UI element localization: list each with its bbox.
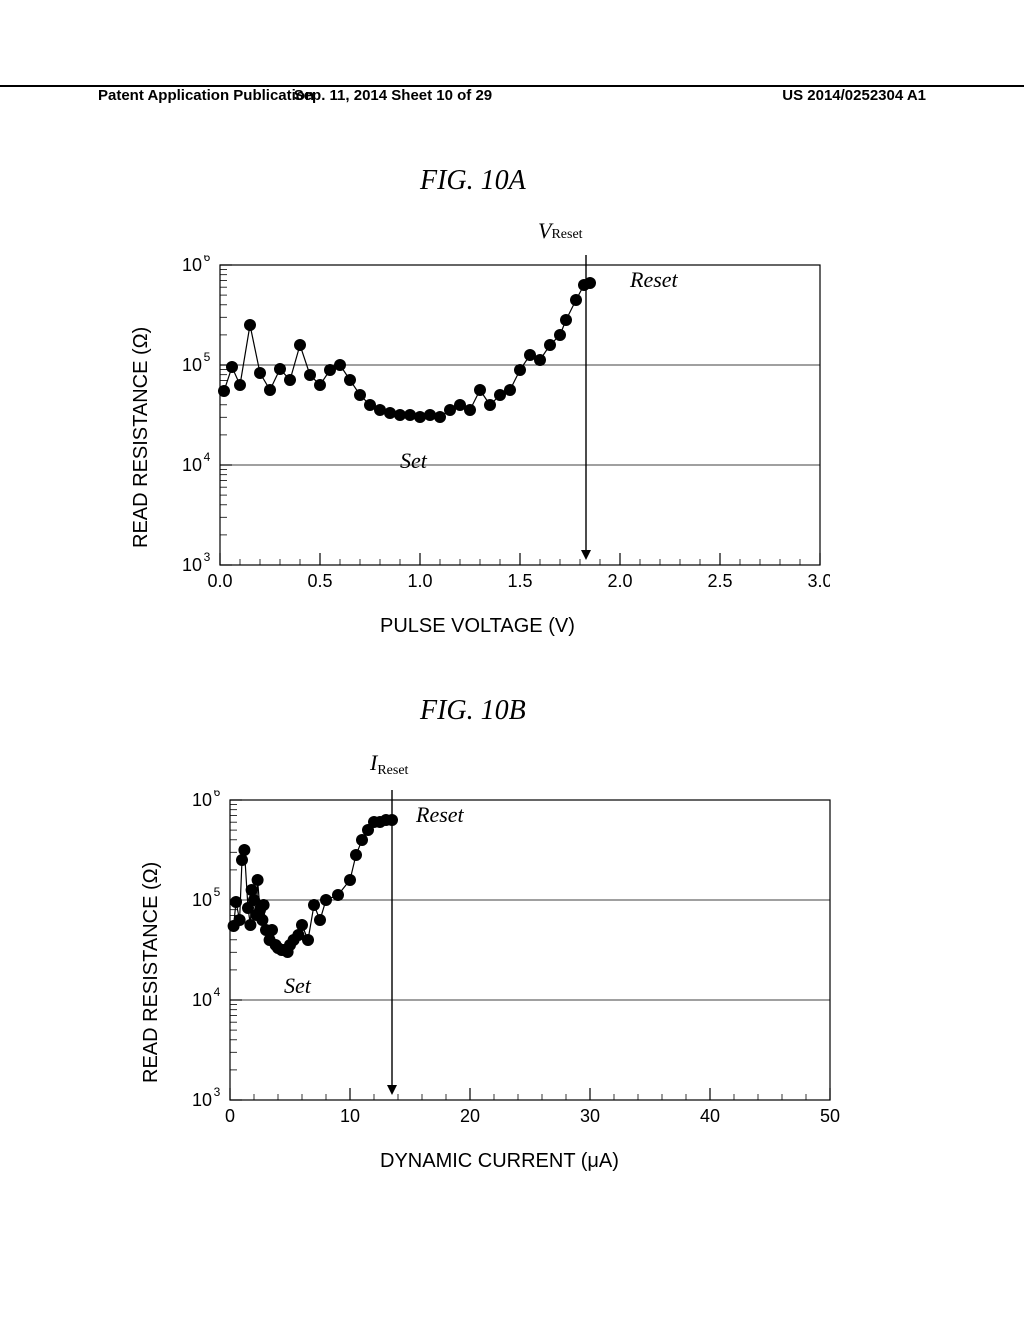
fig-b-title: FIG. 10B <box>420 695 526 727</box>
svg-text:50: 50 <box>820 1106 840 1126</box>
page-header: Patent Application Publication Sep. 11, … <box>0 85 1024 109</box>
chart-a: SetReset0.00.51.01.52.02.53.010310410510… <box>170 255 830 595</box>
chart-b-ylabel: READ RESISTANCE (Ω) <box>140 862 163 1083</box>
svg-text:40: 40 <box>700 1106 720 1126</box>
svg-text:5: 5 <box>204 350 211 364</box>
svg-text:6: 6 <box>204 255 211 264</box>
vreset-annotation: VReset <box>538 218 583 244</box>
ireset-sub: Reset <box>377 763 408 778</box>
svg-text:10: 10 <box>340 1106 360 1126</box>
svg-text:20: 20 <box>460 1106 480 1126</box>
header-right: US 2014/0252304 A1 <box>782 87 926 104</box>
svg-text:1.5: 1.5 <box>507 571 532 591</box>
svg-text:30: 30 <box>580 1106 600 1126</box>
svg-text:Set: Set <box>400 448 428 473</box>
svg-text:4: 4 <box>214 985 221 999</box>
svg-text:Reset: Reset <box>415 802 465 827</box>
svg-text:6: 6 <box>214 790 221 799</box>
vreset-sub: Reset <box>551 227 582 242</box>
svg-text:10: 10 <box>182 555 202 575</box>
svg-text:10: 10 <box>182 455 202 475</box>
chart-a-ylabel: READ RESISTANCE (Ω) <box>130 327 153 548</box>
ireset-annotation: IReset <box>370 750 408 776</box>
svg-text:2.5: 2.5 <box>707 571 732 591</box>
svg-text:10: 10 <box>182 255 202 275</box>
svg-text:Reset: Reset <box>629 267 679 292</box>
svg-text:10: 10 <box>192 1090 212 1110</box>
svg-text:0: 0 <box>225 1106 235 1126</box>
svg-text:10: 10 <box>192 790 212 810</box>
svg-text:10: 10 <box>192 890 212 910</box>
chart-b: SetReset01020304050103104105106 <box>180 790 830 1130</box>
svg-text:Set: Set <box>284 973 312 998</box>
svg-text:3.0: 3.0 <box>807 571 830 591</box>
chart-b-xlabel: DYNAMIC CURRENT (μA) <box>380 1150 619 1173</box>
svg-text:2.0: 2.0 <box>607 571 632 591</box>
header-left: Patent Application Publication <box>98 87 314 104</box>
svg-text:0.0: 0.0 <box>207 571 232 591</box>
header-center: Sep. 11, 2014 Sheet 10 of 29 <box>294 87 492 104</box>
svg-text:3: 3 <box>204 550 211 564</box>
fig-a-title: FIG. 10A <box>420 165 526 197</box>
svg-text:10: 10 <box>192 990 212 1010</box>
vreset-prefix: V <box>538 218 551 243</box>
chart-a-xlabel: PULSE VOLTAGE (V) <box>380 615 575 638</box>
svg-text:10: 10 <box>182 355 202 375</box>
svg-text:5: 5 <box>214 885 221 899</box>
svg-text:0.5: 0.5 <box>307 571 332 591</box>
svg-text:1.0: 1.0 <box>407 571 432 591</box>
svg-text:3: 3 <box>214 1085 221 1099</box>
svg-text:4: 4 <box>204 450 211 464</box>
